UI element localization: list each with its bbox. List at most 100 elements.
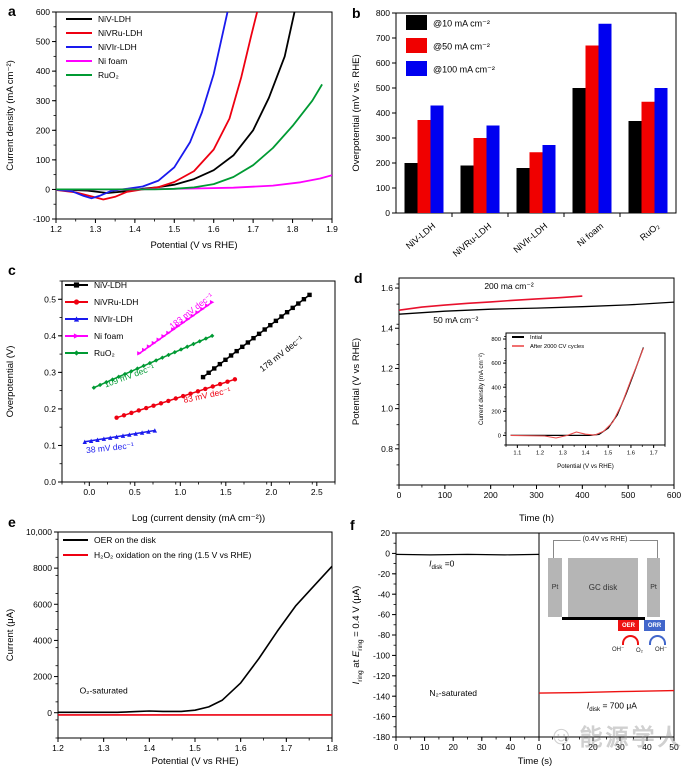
- svg-text:400: 400: [491, 385, 501, 391]
- series-Ni foam: [138, 301, 213, 355]
- panel-letter-a: a: [8, 3, 16, 19]
- svg-text:Idisk =0: Idisk =0: [429, 559, 455, 572]
- svg-text:8000: 8000: [33, 563, 52, 573]
- bar-Ni foam-@100 mA cm⁻²: [598, 23, 612, 213]
- svg-text:-160: -160: [373, 712, 390, 722]
- bar-NiVIr-LDH-@100 mA cm⁻²: [542, 145, 556, 213]
- svg-text:NiVIr-LDH: NiVIr-LDH: [94, 314, 133, 324]
- svg-text:300: 300: [376, 133, 390, 143]
- bar-Ni foam-@50 mA cm⁻²: [585, 45, 599, 213]
- svg-text:20: 20: [448, 742, 458, 752]
- pt-ring-left: Pt: [548, 558, 562, 617]
- rrde-current-chart: 1.2 1.3 1.4 1.5 1.6 1.7 1.8 0 2000 4000 6000 8000 10…: [5, 527, 338, 767]
- bar-Ni foam-@10 mA cm⁻²: [572, 88, 586, 213]
- svg-text:RuO₂: RuO₂: [94, 348, 115, 358]
- svg-text:0: 0: [385, 548, 390, 558]
- svg-text:400: 400: [376, 108, 390, 118]
- svg-text:1.8: 1.8: [326, 743, 338, 753]
- svg-text:Overpotential (mV vs. RHE): Overpotential (mV vs. RHE): [351, 54, 362, 171]
- svg-text:10: 10: [420, 742, 430, 752]
- svg-text:Current (μA): Current (μA): [5, 609, 16, 661]
- svg-text:OER on the disk: OER on the disk: [94, 535, 157, 545]
- svg-text:20: 20: [381, 528, 391, 538]
- svg-text:Intial: Intial: [530, 335, 542, 341]
- svg-text:10: 10: [561, 742, 571, 752]
- svg-text:@10 mA cm⁻²: @10 mA cm⁻²: [433, 19, 490, 29]
- gc-disk: GC disk: [568, 558, 638, 617]
- svg-text:NiV-LDH: NiV-LDH: [94, 280, 127, 290]
- svg-text:NiVRu-LDH: NiVRu-LDH: [98, 28, 142, 38]
- bar-NiVRu-LDH-@10 mA cm⁻²: [460, 165, 474, 213]
- svg-text:1.5: 1.5: [604, 450, 612, 456]
- series-50 mA cm⁻²: [399, 301, 674, 315]
- series-O₂ detection ring current: [539, 689, 674, 694]
- bar-RuO₂-@100 mA cm⁻²: [654, 88, 668, 213]
- svg-text:500: 500: [36, 37, 50, 47]
- svg-text:0.0: 0.0: [83, 487, 95, 497]
- svg-text:400: 400: [36, 66, 50, 76]
- svg-text:Potential (V vs RHE): Potential (V vs RHE): [151, 756, 238, 767]
- series-N₂-saturated ring current: [396, 553, 539, 556]
- svg-text:1.2: 1.2: [50, 224, 62, 234]
- svg-text:1.7: 1.7: [247, 224, 259, 234]
- svg-text:Time (h): Time (h): [519, 513, 554, 524]
- series-NiVRu-LDH: [56, 12, 258, 201]
- catalyst-film-bar: [562, 617, 645, 620]
- oer-tag: OER: [618, 620, 639, 631]
- wiring-line-left: [553, 540, 554, 558]
- svg-text:100: 100: [438, 490, 452, 500]
- svg-text:-120: -120: [373, 671, 390, 681]
- ring-current-o2-chart: 0 10 20 30 40 50 Idisk = 700 μA: [537, 532, 679, 752]
- svg-text:50: 50: [669, 742, 679, 752]
- svg-text:200: 200: [376, 158, 390, 168]
- bar-NiV-LDH-@100 mA cm⁻²: [430, 105, 444, 213]
- svg-text:Ni foam: Ni foam: [94, 331, 123, 341]
- series-RuO₂: [56, 83, 323, 191]
- oer-arrow-arc: [622, 635, 639, 645]
- series-200 ma cm⁻²: [399, 295, 583, 311]
- svg-text:6000: 6000: [33, 599, 52, 609]
- svg-text:38 mV dec⁻¹: 38 mV dec⁻¹: [86, 440, 135, 455]
- svg-text:1.6: 1.6: [208, 224, 220, 234]
- svg-text:NiVIr-LDH: NiVIr-LDH: [98, 42, 137, 52]
- bar-NiVRu-LDH-@50 mA cm⁻²: [473, 138, 487, 213]
- watermark: ☺ 能源学人: [548, 718, 684, 752]
- svg-text:@100 mA cm⁻²: @100 mA cm⁻²: [433, 65, 495, 75]
- svg-text:Time (s): Time (s): [518, 756, 552, 767]
- svg-text:After 2000 CV cycles: After 2000 CV cycles: [530, 344, 584, 350]
- svg-text:300: 300: [529, 490, 543, 500]
- bar-RuO₂-@50 mA cm⁻²: [641, 101, 655, 213]
- svg-text:0: 0: [397, 490, 402, 500]
- svg-text:0: 0: [47, 708, 52, 718]
- orr-tag: ORR: [644, 620, 665, 631]
- svg-text:H₂O₂ oxidation on the ring (1.: H₂O₂ oxidation on the ring (1.5 V vs RHE…: [94, 550, 251, 560]
- panel-letter-c: c: [8, 262, 16, 278]
- svg-text:20: 20: [588, 742, 598, 752]
- svg-text:Potential (V vs RHE): Potential (V vs RHE): [557, 463, 614, 470]
- svg-text:500: 500: [621, 490, 635, 500]
- series-OER on the disk: [58, 565, 332, 714]
- svg-text:30: 30: [615, 742, 625, 752]
- svg-text:2.0: 2.0: [265, 487, 277, 497]
- svg-text:1.4: 1.4: [581, 450, 590, 456]
- svg-text:O₂-saturated: O₂-saturated: [80, 686, 128, 696]
- svg-text:1.5: 1.5: [189, 743, 201, 753]
- svg-text:Ni foam: Ni foam: [98, 56, 127, 66]
- tafel-plot-chart: 0.0 0.5 1.0 1.5 2.0 2.5 0.0 0.1 0.2 0.3 0.4 0.5 Log …: [5, 280, 336, 524]
- svg-text:400: 400: [575, 490, 589, 500]
- oxygen-label: O₂: [636, 648, 643, 654]
- svg-text:109 mV dec⁻¹: 109 mV dec⁻¹: [103, 362, 156, 389]
- cv-cycling-inset-chart: 1.1 1.2 1.3 1.4 1.5 1.6 1.7 0 200 400 600 800 Potent…: [476, 326, 672, 472]
- svg-text:30: 30: [477, 742, 487, 752]
- svg-text:1.3: 1.3: [98, 743, 110, 753]
- svg-text:0.8: 0.8: [381, 444, 393, 454]
- svg-text:1.8: 1.8: [287, 224, 299, 234]
- svg-text:0: 0: [45, 184, 50, 194]
- panel-letter-b: b: [352, 5, 361, 21]
- bar-NiVIr-LDH-@50 mA cm⁻²: [529, 152, 543, 213]
- svg-text:1.5: 1.5: [220, 487, 232, 497]
- watermark-text: 能源学人: [579, 724, 684, 750]
- svg-text:1.9: 1.9: [326, 224, 338, 234]
- svg-text:1.5: 1.5: [168, 224, 180, 234]
- svg-text:4000: 4000: [33, 635, 52, 645]
